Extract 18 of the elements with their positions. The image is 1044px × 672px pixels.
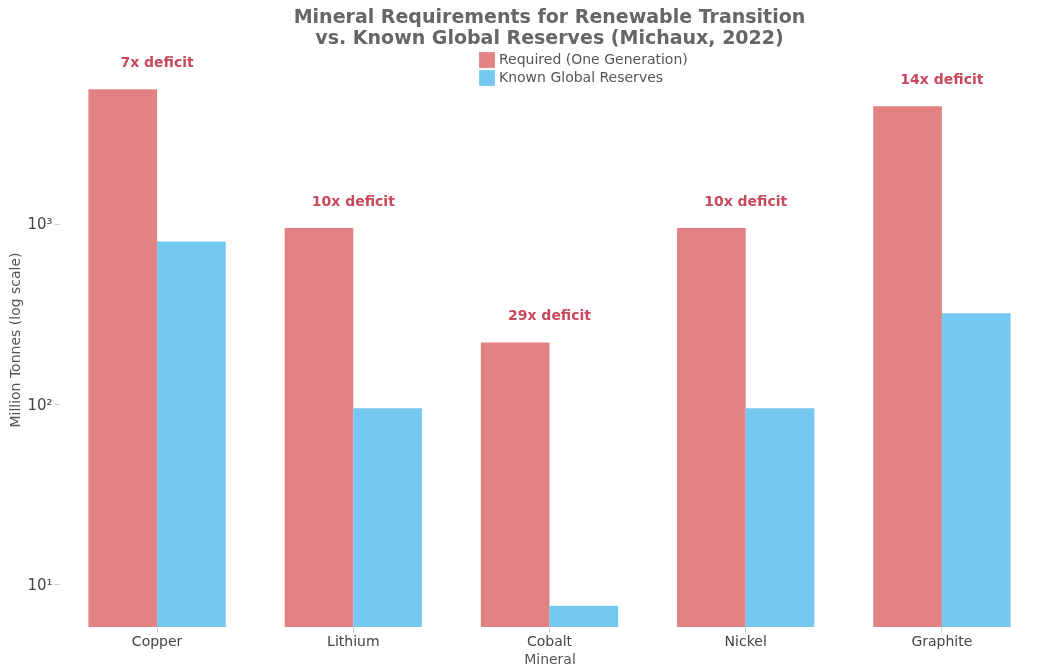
x-tick-label: Copper	[131, 632, 183, 649]
y-tick-label: 10¹	[27, 575, 53, 594]
y-tick-label: 10²	[27, 395, 53, 414]
legend-label: Required (One Generation)	[499, 51, 688, 67]
x-tick-label: Nickel	[724, 632, 767, 649]
annotation: 10x deficit	[311, 192, 396, 209]
x-tick-label: Cobalt	[526, 632, 573, 649]
annotation: 7x deficit	[120, 54, 195, 71]
x-tick-label: Lithium	[327, 632, 380, 649]
legend-label: Known Global Reserves	[499, 69, 664, 85]
y-axis-title: Million Tonnes (log scale)	[7, 252, 24, 428]
y-tick-label: 10³	[27, 215, 53, 234]
x-axis-title: Mineral	[524, 650, 576, 667]
chart-title: Mineral Requirements for Renewable Transition vs. Known Global Reserves (Michaux, 2022)	[293, 5, 806, 48]
x-tick-label: Graphite	[911, 632, 973, 649]
annotation: 14x deficit	[900, 71, 984, 88]
annotation: 29x deficit	[507, 307, 592, 324]
annotation: 10x deficit	[704, 192, 788, 209]
